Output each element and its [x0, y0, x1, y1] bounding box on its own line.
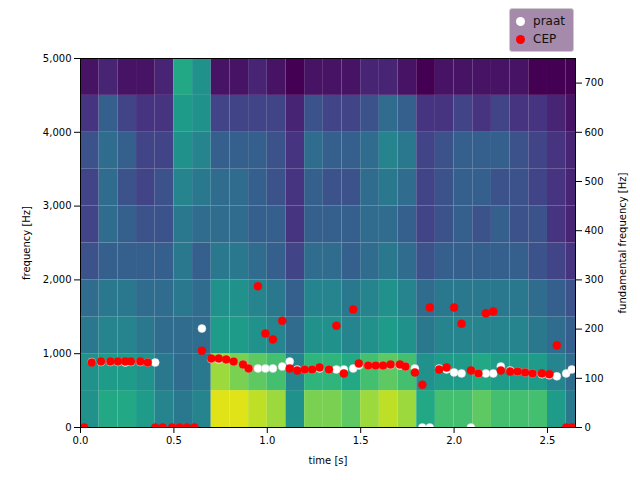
svg-text:frequency [Hz]: frequency [Hz] [21, 206, 32, 280]
svg-text:0: 0 [585, 422, 591, 433]
svg-text:time [s]: time [s] [309, 455, 348, 466]
svg-text:100: 100 [585, 373, 604, 384]
svg-text:400: 400 [585, 225, 604, 236]
svg-text:0.5: 0.5 [166, 435, 182, 446]
svg-text:1.5: 1.5 [353, 435, 369, 446]
svg-text:fundamental frequency [Hz]: fundamental frequency [Hz] [617, 173, 628, 314]
svg-text:1,000: 1,000 [43, 348, 72, 359]
html-text:praat: praat [533, 14, 565, 28]
svg-text:700: 700 [585, 77, 604, 88]
svg-text:1.0: 1.0 [259, 435, 275, 446]
svg-text:0.0: 0.0 [73, 435, 89, 446]
svg-text:600: 600 [585, 127, 604, 138]
html-text:CEP: CEP [533, 32, 557, 46]
svg-text:5,000: 5,000 [43, 53, 72, 64]
svg-text:0: 0 [65, 422, 71, 433]
svg-text:2.5: 2.5 [540, 435, 556, 446]
svg-text:200: 200 [585, 323, 604, 334]
svg-text:2,000: 2,000 [43, 274, 72, 285]
svg-text:4,000: 4,000 [43, 127, 72, 138]
svg-text:2.0: 2.0 [446, 435, 462, 446]
svg-text:500: 500 [585, 176, 604, 187]
svg-text:3,000: 3,000 [43, 200, 72, 211]
svg-text:300: 300 [585, 274, 604, 285]
